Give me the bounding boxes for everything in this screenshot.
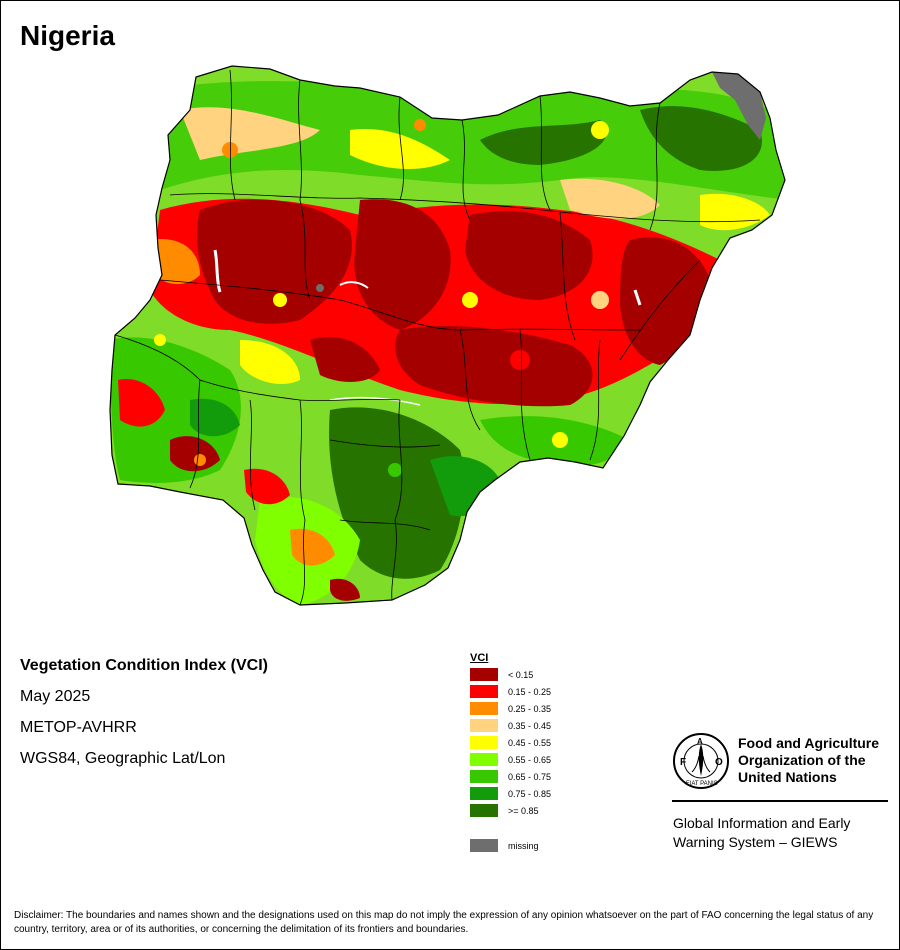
legend-row: >= 0.85 bbox=[470, 802, 551, 819]
svg-text:O: O bbox=[715, 757, 723, 768]
fao-logo-icon: F A O FIAT PANIS bbox=[673, 733, 729, 789]
legend-label-missing: missing bbox=[508, 840, 539, 851]
country-outline bbox=[109, 65, 786, 606]
projection-label: WGS84, Geographic Lat/Lon bbox=[20, 750, 226, 767]
legend-row: 0.15 - 0.25 bbox=[470, 683, 551, 700]
legend-swatch bbox=[470, 770, 498, 783]
svg-text:F: F bbox=[680, 757, 686, 768]
legend-swatch-missing bbox=[470, 839, 498, 852]
legend-label: >= 0.85 bbox=[508, 805, 539, 816]
sensor-label: METOP-AVHRR bbox=[20, 719, 137, 736]
giews-line: Global Information and Early bbox=[673, 815, 851, 831]
index-title: Vegetation Condition Index (VCI) bbox=[20, 657, 268, 674]
fao-name-line: Food and Agriculture bbox=[738, 735, 880, 751]
giews-line: Warning System – GIEWS bbox=[673, 834, 838, 850]
map-metadata: Vegetation Condition Index (VCI) May 202… bbox=[20, 657, 268, 781]
fao-name-line: Organization of the bbox=[738, 752, 866, 768]
legend-swatch bbox=[470, 787, 498, 800]
legend-swatch bbox=[470, 804, 498, 817]
legend-row-missing: missing bbox=[470, 837, 551, 854]
fao-name: Food and Agriculture Organization of the… bbox=[738, 735, 879, 786]
legend-row: 0.65 - 0.75 bbox=[470, 768, 551, 785]
legend-classes: < 0.15 0.15 - 0.25 0.25 - 0.35 0.35 - 0.45 0… bbox=[470, 666, 551, 819]
legend-label: 0.25 - 0.35 bbox=[508, 703, 552, 714]
svg-text:FIAT PANIS: FIAT PANIS bbox=[686, 781, 718, 787]
legend-row: 0.35 - 0.45 bbox=[470, 717, 551, 734]
vci-map bbox=[109, 65, 786, 606]
vci-legend: VCI < 0.15 0.15 - 0.25 0.25 - 0.35 0.35 - 0… bbox=[470, 652, 551, 854]
legend-label: 0.55 - 0.65 bbox=[508, 754, 552, 765]
legend-swatch bbox=[470, 736, 498, 749]
giews-label: Global Information and Early Warning Sys… bbox=[673, 814, 850, 852]
legend-row: 0.45 - 0.55 bbox=[470, 734, 551, 751]
legend-label: 0.45 - 0.55 bbox=[508, 737, 552, 748]
legend-swatch bbox=[470, 719, 498, 732]
legend-swatch bbox=[470, 702, 498, 715]
svg-text:A: A bbox=[697, 737, 703, 746]
disclaimer-text: Disclaimer: The boundaries and names sho… bbox=[14, 910, 874, 935]
country-title: Nigeria bbox=[20, 20, 115, 51]
legend-row: < 0.15 bbox=[470, 666, 551, 683]
vci-raster bbox=[110, 66, 785, 605]
legend-label: 0.75 - 0.85 bbox=[508, 788, 552, 799]
legend-label: 0.65 - 0.75 bbox=[508, 771, 552, 782]
legend-label: < 0.15 bbox=[508, 669, 534, 680]
period-label: May 2025 bbox=[20, 688, 91, 705]
legend-row: 0.75 - 0.85 bbox=[470, 785, 551, 802]
legend-title: VCI bbox=[470, 652, 489, 664]
fao-divider bbox=[672, 800, 888, 802]
legend-row: 0.25 - 0.35 bbox=[470, 700, 551, 717]
admin-boundaries bbox=[114, 69, 761, 605]
fao-name-line: United Nations bbox=[738, 769, 837, 785]
legend-label: 0.15 - 0.25 bbox=[508, 686, 552, 697]
legend-swatch bbox=[470, 685, 498, 698]
legend-swatch bbox=[470, 668, 498, 681]
legend-row: 0.55 - 0.65 bbox=[470, 751, 551, 768]
legend-swatch bbox=[470, 753, 498, 766]
legend-label: 0.35 - 0.45 bbox=[508, 720, 552, 731]
